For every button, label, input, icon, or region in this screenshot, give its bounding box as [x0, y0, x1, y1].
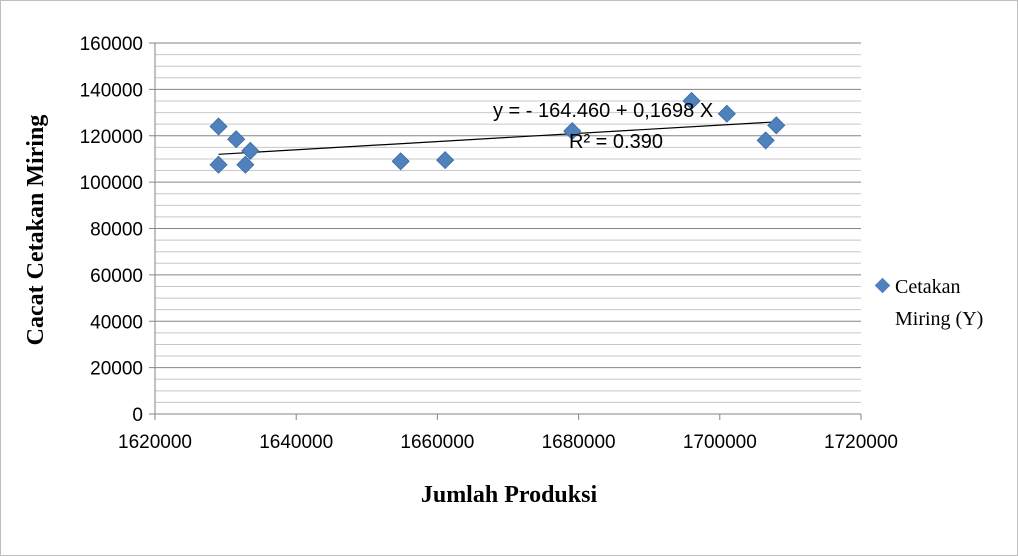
data-points: [209, 91, 786, 174]
data-point: [391, 152, 410, 171]
legend: Cetakan Miring (Y): [874, 276, 983, 330]
y-tick-label: 60000: [90, 266, 143, 287]
y-tick-label: 0: [132, 405, 143, 426]
legend-label-line2: Miring (Y): [895, 308, 983, 330]
data-point: [756, 131, 775, 150]
y-tick-label: 160000: [80, 34, 143, 55]
x-tick-label: 1660000: [400, 432, 474, 453]
data-point: [767, 116, 786, 135]
data-point: [209, 117, 228, 136]
data-point: [227, 130, 246, 149]
legend-label-line1: Cetakan: [895, 276, 961, 298]
x-tick-label: 1720000: [824, 432, 898, 453]
x-tick-label: 1680000: [542, 432, 616, 453]
trendline-line: [218, 121, 777, 155]
data-point: [682, 91, 701, 111]
tick-labels: 0 20000 40000 60000 80000 100000 120000 140000 1…: [80, 34, 898, 453]
data-point: [717, 104, 736, 123]
legend-marker: [874, 277, 891, 294]
data-point: [563, 122, 582, 141]
y-tick-label: 40000: [90, 312, 143, 333]
y-axis-title: Cacat Cetakan Miring: [23, 115, 49, 346]
data-point: [241, 141, 260, 160]
data-point: [236, 155, 255, 174]
x-tick-label: 1700000: [683, 432, 757, 453]
data-point: [209, 155, 228, 174]
y-tick-label: 140000: [80, 80, 143, 101]
trendline-equation: y = - 164.460 + 0,1698 X: [493, 100, 713, 122]
x-tick-label: 1620000: [118, 432, 192, 453]
y-tick-label: 120000: [80, 127, 143, 148]
y-tick-label: 80000: [90, 220, 143, 241]
data-point: [436, 151, 455, 170]
y-tick-label: 20000: [90, 359, 143, 380]
trendline-r-squared: R² = 0.390: [569, 131, 663, 153]
x-tick-label: 1640000: [259, 432, 333, 453]
x-axis-title: Jumlah Produksi: [421, 482, 598, 508]
trendline: [218, 121, 777, 155]
y-tick-label: 100000: [80, 173, 143, 194]
gridlines: [155, 42, 861, 403]
